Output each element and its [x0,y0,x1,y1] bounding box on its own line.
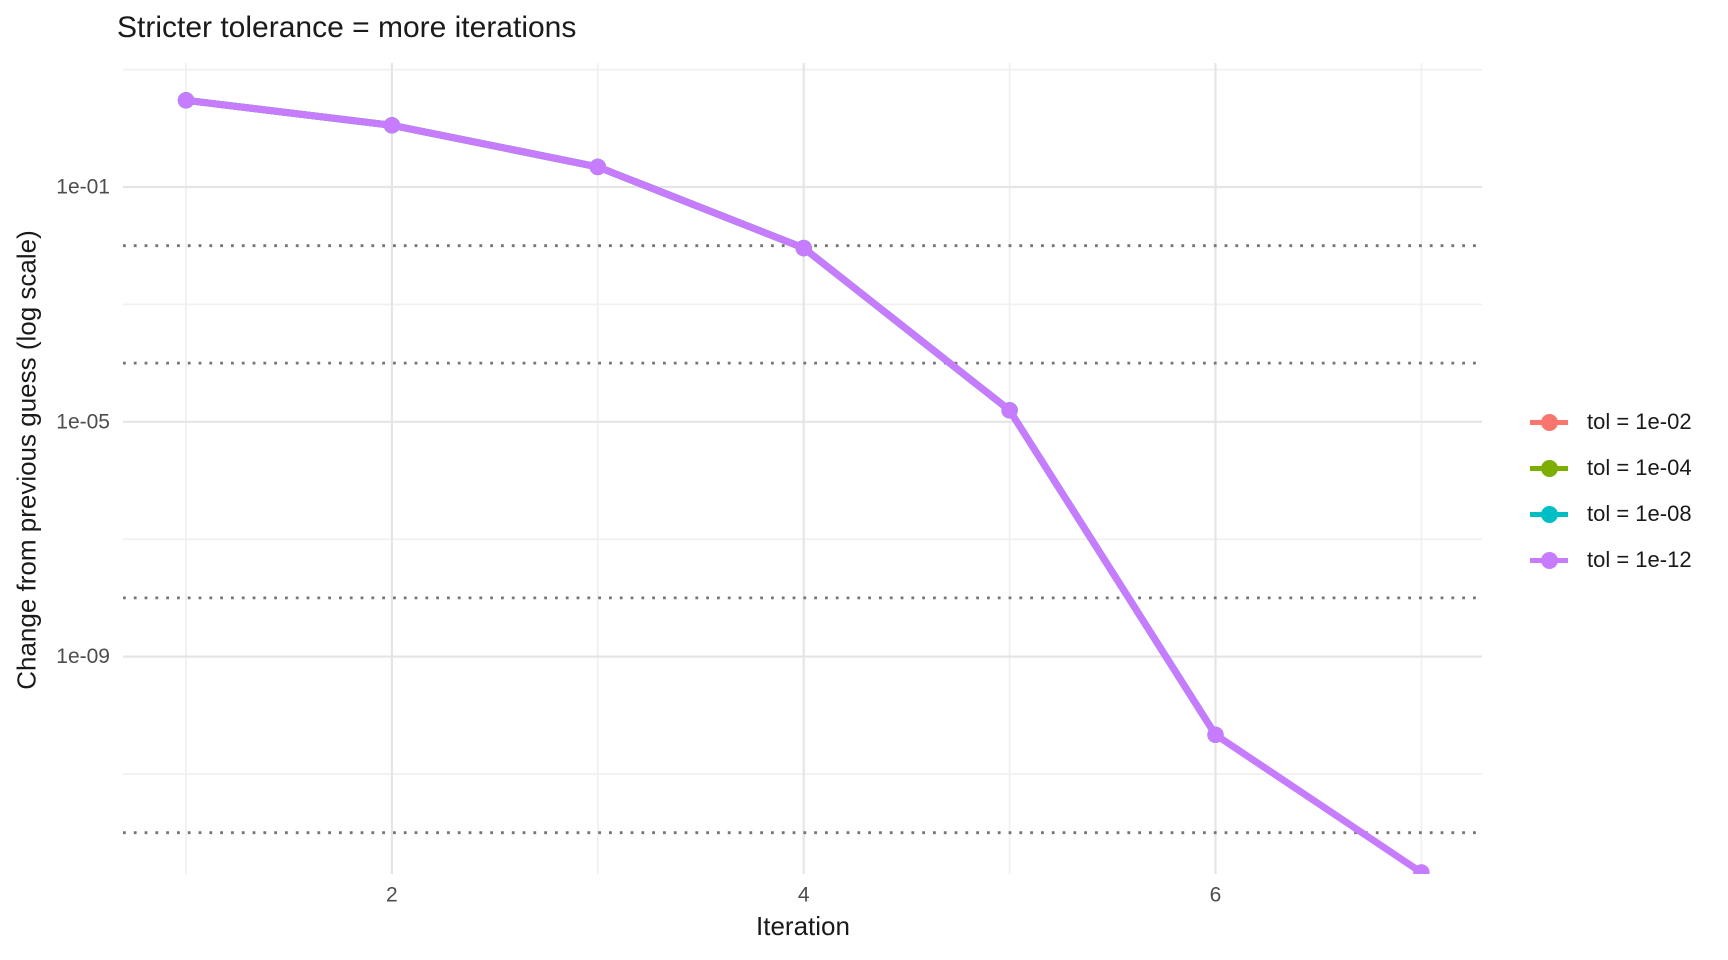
legend-key-icon [1530,551,1568,569]
legend-item: tol = 1e-08 [1530,496,1692,532]
legend-item-label: tol = 1e-04 [1587,455,1692,480]
series-line-tol1e-02 [185,96,805,252]
chart-title: Stricter tolerance = more iterations [117,11,577,44]
series-layer [177,92,1430,874]
legend-key-dot [1540,459,1558,477]
y-tick-label: 1e-09 [56,645,110,668]
legend-item: tol = 1e-04 [1530,450,1692,486]
legend: tol = 1e-02 tol = 1e-04 tol = 1e-08 tol = 1… [1530,404,1692,588]
legend-item-label: tol = 1e-12 [1587,547,1692,572]
legend-key-icon [1530,459,1568,477]
y-axis-title: Change from previous guess (log scale) [11,230,42,690]
x-tick-label: 6 [1210,884,1222,907]
legend-key-dot [1540,551,1558,569]
y-tick-label: 1e-01 [56,176,110,199]
legend-key-icon [1530,413,1568,431]
legend-key-icon [1530,505,1568,523]
legend-key-dot [1540,413,1558,431]
legend-item: tol = 1e-02 [1530,404,1692,440]
data-point [589,158,606,176]
x-axis-title: Iteration [756,911,850,941]
legend-key-dot [1540,505,1558,523]
data-point [383,117,401,134]
data-point [1001,402,1018,419]
series-line-tol1e-08 [185,96,1219,737]
x-tick-label: 2 [386,884,398,907]
legend-item: tol = 1e-12 [1530,542,1692,578]
data-point [177,92,195,109]
data-point [1413,864,1430,874]
legend-item-label: tol = 1e-02 [1587,409,1692,434]
x-tick-label: 4 [798,884,810,907]
data-point [1207,726,1224,743]
data-point [795,239,812,257]
legend-item-label: tol = 1e-08 [1587,501,1692,526]
y-tick-label: 1e-05 [56,410,110,433]
